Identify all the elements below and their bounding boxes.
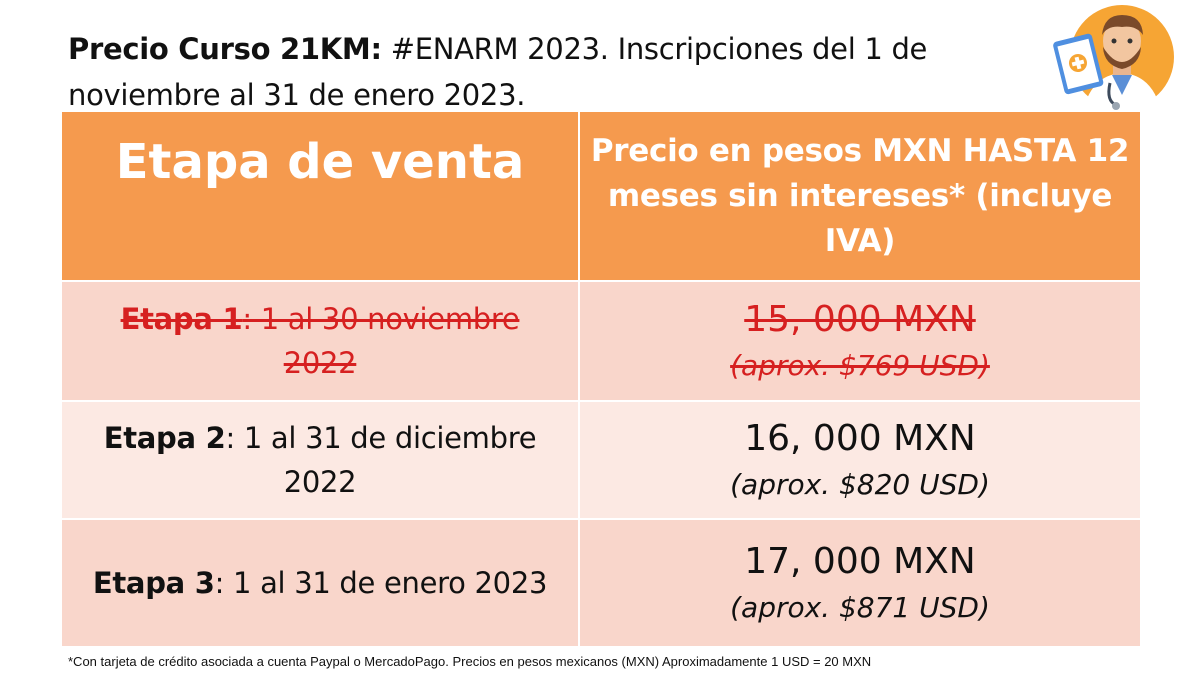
stage-text: Etapa 2: 1 al 31 de diciembre 2022 xyxy=(62,416,578,504)
stage-cell: Etapa 3: 1 al 31 de enero 2023 xyxy=(60,518,580,648)
price-usd: (aprox. $769 USD) xyxy=(730,349,990,382)
stage-dates: : 1 al 31 de diciembre 2022 xyxy=(225,421,537,499)
price-usd: (aprox. $820 USD) xyxy=(730,468,990,501)
header-stage: Etapa de venta xyxy=(60,110,580,282)
price-cell: 15, 000 MXN (aprox. $769 USD) xyxy=(578,280,1142,402)
stage-text: Etapa 3: 1 al 31 de enero 2023 xyxy=(62,561,578,605)
stage-cell: Etapa 2: 1 al 31 de diciembre 2022 xyxy=(60,400,580,520)
stage-dates: : 1 al 31 de enero 2023 xyxy=(214,566,548,600)
header-price: Precio en pesos MXN HASTA 12 meses sin i… xyxy=(578,110,1142,282)
price-mxn: 15, 000 MXN xyxy=(744,299,976,340)
price-cell: 16, 000 MXN (aprox. $820 USD) xyxy=(578,400,1142,520)
table-row: Etapa 2: 1 al 31 de diciembre 2022 16, 0… xyxy=(60,400,1142,520)
stage-text: Etapa 1: 1 al 30 noviembre 2022 xyxy=(62,297,578,385)
stage-name: Etapa 1 xyxy=(120,302,243,336)
title-bold: Precio Curso 21KM: xyxy=(68,32,382,66)
price-cell: 17, 000 MXN (aprox. $871 USD) xyxy=(578,518,1142,648)
price-mxn: 17, 000 MXN xyxy=(744,541,976,582)
price-mxn: 16, 000 MXN xyxy=(744,418,976,459)
stage-name: Etapa 2 xyxy=(103,421,226,455)
stage-cell: Etapa 1: 1 al 30 noviembre 2022 xyxy=(60,280,580,402)
stage-dates: : 1 al 30 noviembre 2022 xyxy=(242,302,520,380)
title-rest: #ENARM 2023. Inscripciones del 1 de novi… xyxy=(68,32,928,112)
table-row: Etapa 3: 1 al 31 de enero 2023 17, 000 M… xyxy=(60,518,1142,648)
price-table: Etapa de venta Precio en pesos MXN HASTA… xyxy=(60,110,1142,648)
footnote: *Con tarjeta de crédito asociada a cuent… xyxy=(68,654,872,669)
doctor-avatar-icon xyxy=(1050,5,1180,115)
stage-name: Etapa 3 xyxy=(92,566,215,600)
table-header-row: Etapa de venta Precio en pesos MXN HASTA… xyxy=(60,110,1142,282)
price-usd: (aprox. $871 USD) xyxy=(730,591,990,624)
table-row: Etapa 1: 1 al 30 noviembre 2022 15, 000 … xyxy=(60,280,1142,402)
page-title: Precio Curso 21KM: #ENARM 2023. Inscripc… xyxy=(68,26,998,118)
